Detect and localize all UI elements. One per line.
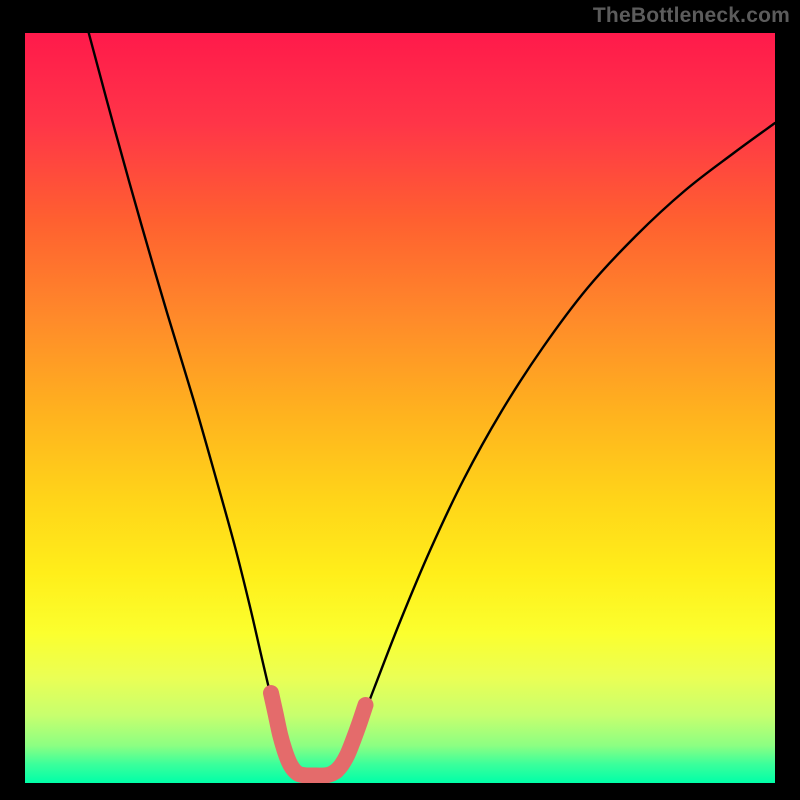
highlight-markers bbox=[25, 33, 775, 783]
chart-stage: TheBottleneck.com bbox=[0, 0, 800, 800]
watermark-text: TheBottleneck.com bbox=[593, 4, 790, 28]
plot-area bbox=[25, 33, 775, 775]
